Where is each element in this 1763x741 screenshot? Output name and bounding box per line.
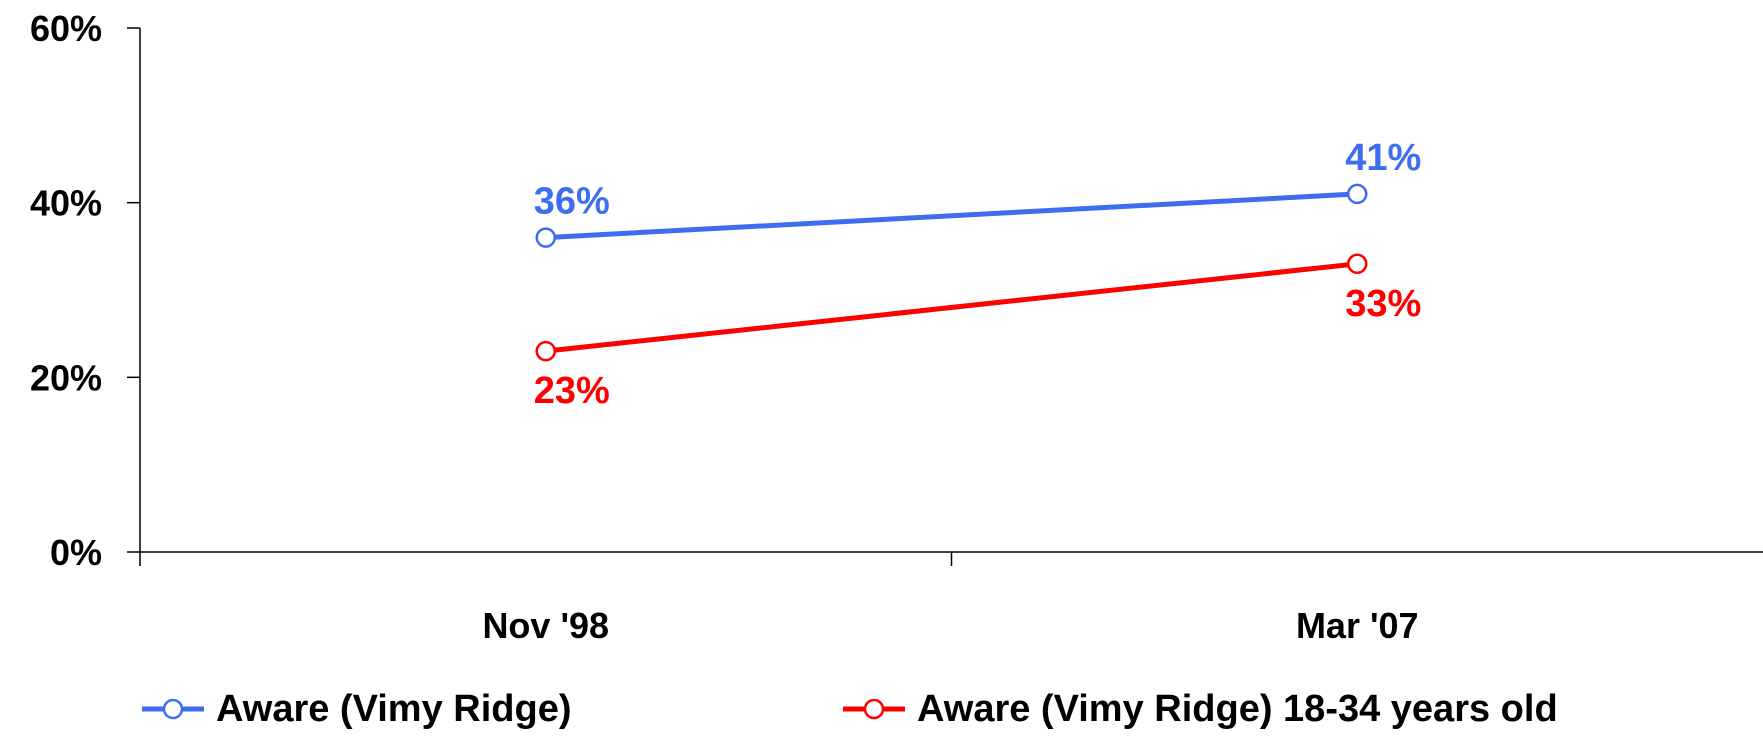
data-point bbox=[1347, 253, 1368, 275]
data-point bbox=[1347, 183, 1368, 205]
axes: 0% 20% 40% 60% Nov '98 Mar '07 bbox=[30, 8, 1763, 646]
legend-label-aware: Aware (Vimy Ridge) bbox=[216, 687, 572, 730]
data-label: 33% bbox=[1345, 283, 1421, 325]
series-line bbox=[545, 191, 1358, 241]
data-point bbox=[535, 340, 556, 362]
labels-layer: 36% 41% 23% 33% bbox=[534, 137, 1422, 412]
y-tick-label: 60% bbox=[30, 8, 102, 49]
y-tick-label: 0% bbox=[50, 532, 102, 573]
legend-marker-aware bbox=[142, 698, 204, 720]
data-label: 23% bbox=[534, 370, 610, 412]
legend-item-aware-18-34: Aware (Vimy Ridge) 18-34 years old bbox=[841, 684, 1558, 734]
series-line bbox=[545, 261, 1358, 354]
series-layer bbox=[535, 183, 1368, 362]
data-label: 36% bbox=[534, 181, 610, 223]
x-tick-label: Mar '07 bbox=[1296, 605, 1419, 646]
y-tick-label: 20% bbox=[30, 357, 102, 398]
line-chart: 0% 20% 40% 60% Nov '98 Mar '07 36% 41% 23% 33% bbox=[30, 8, 1763, 646]
legend: Aware (Vimy Ridge) Aware (Vimy Ridge) 18… bbox=[0, 684, 1763, 734]
x-tick-label: Nov '98 bbox=[482, 605, 609, 646]
y-tick-label: 40% bbox=[30, 183, 102, 224]
legend-label-aware-18-34: Aware (Vimy Ridge) 18-34 years old bbox=[917, 687, 1558, 730]
data-point bbox=[535, 227, 556, 248]
legend-item-aware: Aware (Vimy Ridge) bbox=[140, 684, 572, 734]
legend-marker-aware-18-34 bbox=[843, 698, 905, 720]
data-label: 41% bbox=[1345, 137, 1421, 179]
